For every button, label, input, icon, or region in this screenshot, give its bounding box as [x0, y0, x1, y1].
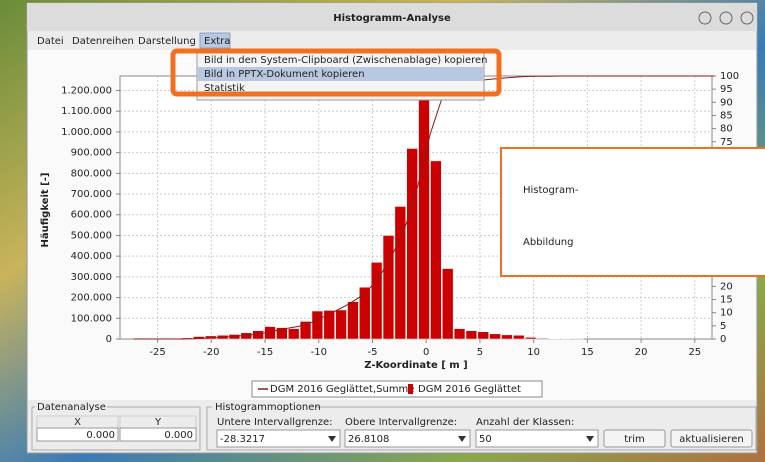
y2-tick-label: 15	[720, 295, 733, 306]
x-tick-label: 20	[635, 347, 648, 358]
y2-tick-label: 75	[720, 137, 733, 148]
y-tick-label: 0	[106, 334, 112, 345]
legend-label: DGM 2016 Geglättet	[418, 384, 521, 395]
bar	[312, 311, 323, 339]
bar	[348, 302, 359, 339]
table-value: 0.000	[86, 430, 115, 441]
callout-text: Abbildung	[523, 237, 573, 248]
bar	[525, 337, 536, 339]
dropdown-item[interactable]: Bild in PPTX-Dokument kopieren	[204, 69, 365, 80]
x-tick-label: -25	[149, 347, 165, 358]
y2-tick-label: 80	[720, 124, 733, 135]
y2-tick-label: 10	[720, 308, 733, 319]
y2-tick-label: 5	[720, 321, 726, 332]
group-title: Histogrammoptionen	[215, 402, 321, 413]
y-tick-label: 700.000	[71, 189, 112, 200]
y-tick-label: 400.000	[71, 251, 112, 262]
bar	[395, 206, 406, 339]
x-tick-label: -10	[311, 347, 327, 358]
dropdown-item[interactable]: Bild in den System-Clipboard (Zwischenab…	[204, 55, 488, 66]
y-tick-label: 100.000	[71, 313, 112, 324]
y-axis-label: Häufigkeit [-]	[40, 173, 51, 248]
bar	[288, 329, 299, 339]
combo-value: -28.3217	[220, 434, 265, 445]
bar	[454, 329, 465, 339]
bar	[430, 161, 441, 339]
x-tick-label: 0	[423, 347, 429, 358]
bar	[359, 287, 370, 339]
x-tick-label: 25	[688, 347, 701, 358]
x-tick-label: -15	[257, 347, 273, 358]
x-tick-label: 5	[477, 347, 483, 358]
screenshot: Histogramm-Analyse Datei Datenreihen Darste…	[0, 0, 765, 462]
x-tick-label: -5	[367, 347, 377, 358]
bar	[336, 310, 347, 339]
window-title: Histogramm-Analyse	[333, 13, 451, 24]
bar	[383, 235, 394, 339]
bar	[442, 269, 453, 339]
menu-item[interactable]: Datei	[37, 36, 64, 47]
y2-tick-label: 100	[720, 71, 739, 82]
bar	[490, 334, 501, 339]
y2-tick-label: 20	[720, 281, 733, 292]
table-value: 0.000	[164, 430, 193, 441]
y-tick-label: 1.100.000	[61, 106, 112, 117]
y-tick-label: 1.000.000	[61, 127, 112, 138]
callout-text: Histogram-	[523, 185, 579, 196]
menu-item[interactable]: Darstellung	[138, 36, 196, 47]
legend-swatch	[408, 384, 413, 394]
y2-tick-label: 0	[720, 334, 726, 345]
combo-box[interactable]	[476, 430, 598, 447]
y-tick-label: 600.000	[71, 210, 112, 221]
bar	[478, 332, 489, 339]
legend-label: DGM 2016 Geglättet,Summe	[270, 384, 414, 395]
y-tick-label: 200.000	[71, 293, 112, 304]
bar	[466, 331, 477, 339]
y-tick-label: 1.200.000	[61, 85, 112, 96]
x-axis-label: Z-Koordinate [ m ]	[364, 360, 468, 371]
y-tick-label: 900.000	[71, 148, 112, 159]
field-label: Obere Intervallgrenze:	[345, 417, 457, 428]
x-tick-label: 15	[581, 347, 594, 358]
bar	[419, 90, 430, 339]
y2-tick-label: 85	[720, 110, 733, 121]
bar	[513, 335, 524, 339]
combo-value: 50	[479, 434, 492, 445]
bar	[324, 310, 335, 339]
bar	[537, 338, 548, 339]
menu-item[interactable]: Datenreihen	[72, 36, 134, 47]
button-label[interactable]: trim	[624, 434, 645, 445]
y-tick-label: 800.000	[71, 168, 112, 179]
x-tick-label: -20	[203, 347, 219, 358]
x-tick-label: 10	[527, 347, 540, 358]
bar	[407, 148, 418, 339]
menu-item[interactable]: Extra	[204, 36, 230, 47]
y-tick-label: 300.000	[71, 272, 112, 283]
button-label[interactable]: aktualisieren	[679, 434, 743, 445]
table-header: X	[74, 417, 81, 428]
combo-value: 26.8108	[348, 434, 389, 445]
group-title: Datenanalyse	[37, 402, 106, 413]
bar	[502, 335, 513, 339]
y-tick-label: 500.000	[71, 230, 112, 241]
table-header: Y	[154, 417, 162, 428]
field-label: Untere Intervallgrenze:	[217, 417, 333, 428]
callout	[501, 148, 765, 276]
y2-tick-label: 95	[720, 84, 733, 95]
field-label: Anzahl der Klassen:	[476, 417, 574, 428]
y2-tick-label: 90	[720, 97, 733, 108]
